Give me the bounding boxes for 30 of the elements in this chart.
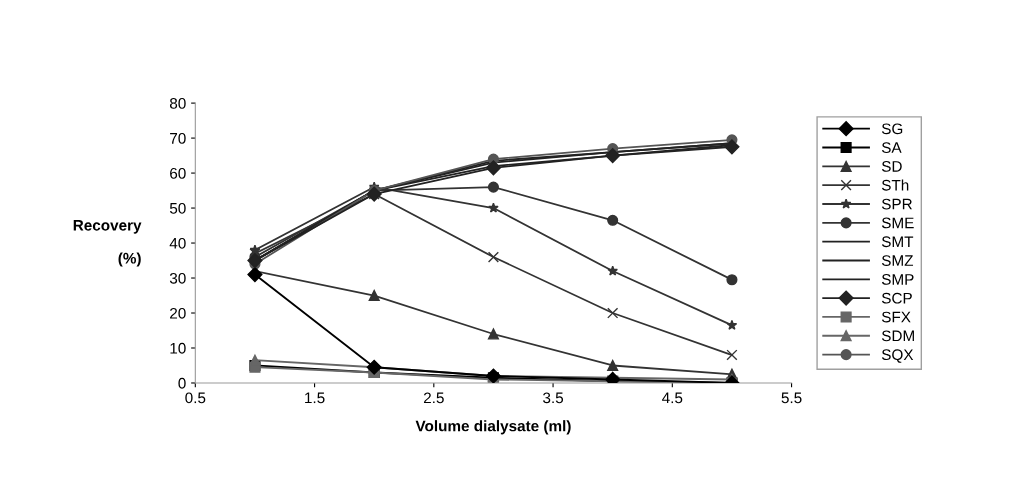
x-axis-title: Volume dialysate (ml): [415, 420, 571, 435]
legend-label: SPR: [881, 198, 912, 210]
y-tick-label: 30: [169, 272, 186, 284]
legend-label: SG: [881, 123, 903, 135]
y-tick-label: 70: [170, 132, 186, 144]
legend-label: SD: [881, 161, 902, 172]
x-tick-label: 3.5: [543, 392, 564, 404]
legend-label: SA: [881, 142, 902, 154]
y-tick-label: 0: [178, 377, 186, 389]
text: Recovery (%): [73, 220, 142, 267]
y-tick-label: 50: [169, 202, 186, 214]
y-tick-label: 10: [170, 342, 186, 354]
x-tick-label: 4.5: [662, 392, 683, 404]
legend-label: SFX: [881, 311, 911, 323]
legend-label: SCP: [881, 292, 912, 304]
legend-label: SMP: [881, 273, 914, 285]
x-tick-label: 1.5: [305, 392, 325, 404]
y-tick-label: 60: [170, 167, 186, 179]
y-tick-label: 80: [169, 97, 186, 109]
legend-label: SMZ: [881, 255, 914, 266]
x-tick-label: 0.5: [185, 392, 206, 404]
y-tick-label: 20: [170, 307, 186, 319]
legend-label: SQX: [881, 349, 914, 363]
legend-label: SME: [881, 217, 914, 229]
x-tick-label: 5.5: [781, 392, 802, 404]
legend-label: SMT: [881, 236, 914, 248]
legend-label: STh: [881, 179, 909, 191]
x-tick-label: 2.5: [423, 392, 444, 404]
legend-label: SDM: [881, 330, 914, 342]
y-tick-label: 40: [169, 237, 186, 249]
